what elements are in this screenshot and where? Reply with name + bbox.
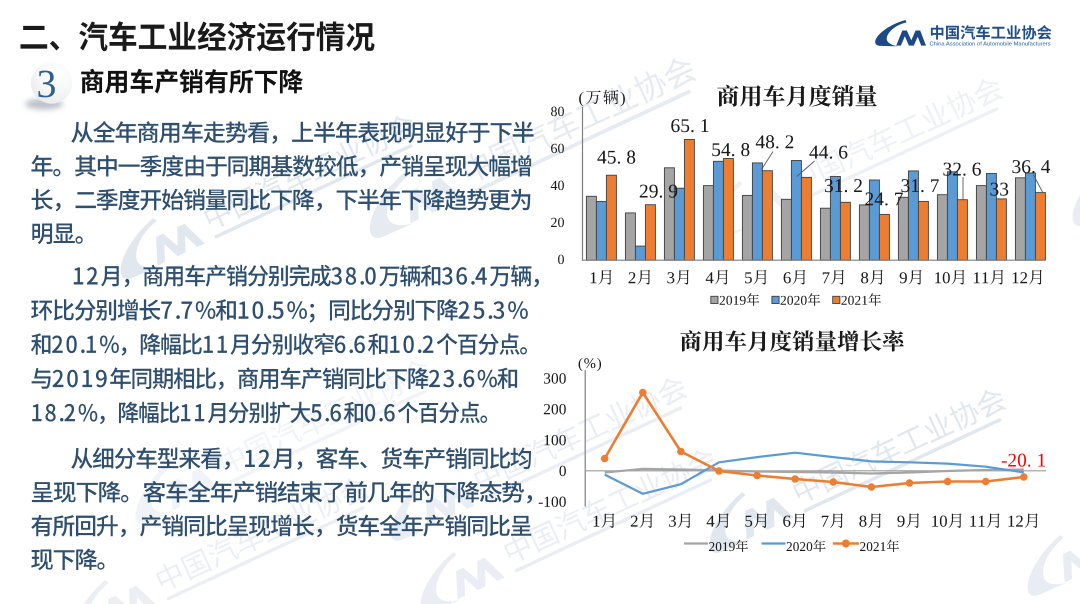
svg-text:China Association of Automobil: China Association of Automobile Manufact… xyxy=(930,42,1052,48)
